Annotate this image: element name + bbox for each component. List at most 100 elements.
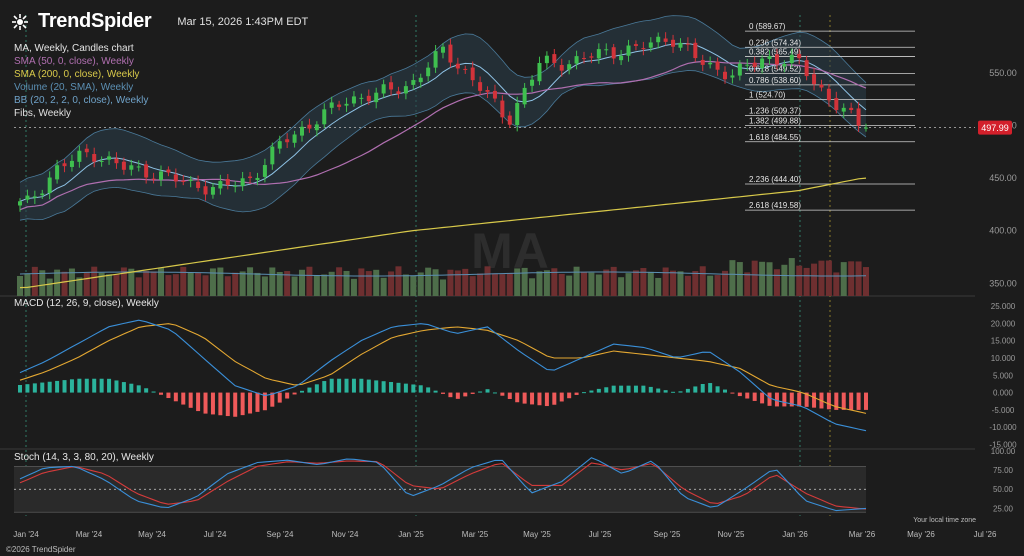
legend-item[interactable]: Fibs, Weekly — [14, 108, 72, 119]
macd-histogram-bar — [730, 392, 735, 394]
candle-body — [166, 169, 171, 173]
macd-histogram-bar — [99, 378, 104, 393]
candle-body — [359, 97, 364, 99]
macd-histogram-bar — [307, 387, 312, 393]
volume-bar — [462, 268, 469, 296]
candle-body — [248, 176, 253, 178]
candle-body — [337, 104, 342, 107]
candle-body — [99, 160, 104, 162]
legend-item[interactable]: SMA (200, 0, close), Weekly — [14, 69, 140, 80]
volume-bar — [536, 271, 543, 296]
trendspider-logo-icon — [12, 13, 28, 30]
volume-bar — [803, 267, 810, 296]
candle-body — [285, 139, 290, 143]
macd-histogram-bar — [537, 392, 542, 406]
macd-histogram-bar — [188, 392, 193, 408]
candle-body — [121, 161, 126, 170]
macd-histogram-bar — [337, 378, 342, 393]
candle-body — [708, 62, 713, 65]
legend-item[interactable]: BB (20, 2, 2, 0, close), Weekly — [14, 95, 149, 106]
volume-bar — [232, 272, 239, 296]
macd-histogram-bar — [381, 381, 386, 393]
volume-bar — [395, 266, 402, 296]
macd-histogram-bar — [62, 380, 67, 393]
volume-bar — [848, 261, 855, 296]
candle-body — [604, 49, 609, 51]
macd-histogram-bar — [181, 392, 186, 405]
candle-body — [589, 56, 594, 58]
volume-bar — [477, 273, 484, 296]
fib-label: 0.786 (538.60) — [749, 76, 801, 85]
legend-item[interactable]: Volume (20, SMA), Weekly — [14, 82, 134, 93]
candle-body — [841, 107, 846, 112]
candle-body — [107, 156, 112, 160]
volume-bar — [618, 277, 625, 296]
volume-bar — [209, 268, 216, 296]
macd-histogram-bar — [448, 392, 453, 398]
macd-histogram-bar — [418, 385, 423, 393]
candle-body — [782, 63, 787, 67]
candle-body — [500, 100, 505, 118]
macd-histogram-bar — [515, 392, 520, 403]
volume-bar — [811, 263, 818, 296]
macd-histogram-bar — [455, 392, 460, 399]
candles — [18, 32, 868, 212]
volume-bar — [632, 270, 639, 296]
candle-body — [685, 43, 690, 45]
time-tick-label: May '25 — [523, 530, 551, 539]
volume-bar — [699, 266, 706, 296]
volume-bar — [143, 271, 150, 296]
macd-histogram-bar — [804, 392, 809, 407]
candle-body — [262, 165, 267, 177]
volume-bar — [625, 273, 632, 296]
volume-bar — [165, 275, 172, 296]
bb-fill — [20, 15, 866, 221]
time-tick-label: Sep '25 — [654, 530, 681, 539]
volume-bar — [61, 271, 68, 296]
fib-label: 2.236 (444.40) — [749, 175, 801, 184]
time-tick-label: May '24 — [138, 530, 166, 539]
volume-bar — [247, 267, 254, 296]
candle-body — [300, 126, 304, 136]
candle-body — [418, 77, 423, 83]
volume-bar — [187, 272, 194, 296]
candle-body — [344, 103, 349, 106]
volume-bar — [581, 271, 587, 296]
macd-histogram-bar — [121, 382, 126, 393]
volume-bar — [484, 266, 491, 296]
macd-histogram-bar — [270, 392, 275, 407]
sma-200-line — [19, 177, 867, 289]
volume-bar — [521, 267, 528, 296]
fib-label: 0.618 (549.52) — [749, 64, 801, 73]
volume-bar — [276, 271, 283, 296]
candle-body — [752, 62, 757, 67]
volume-bar — [172, 274, 179, 296]
macd-histogram-bar — [723, 389, 727, 393]
volume-bar — [863, 267, 869, 296]
candle-body — [582, 58, 586, 60]
macd-histogram-bar — [255, 392, 260, 412]
candle-body — [849, 107, 854, 111]
volume-bar — [217, 267, 224, 296]
volume-bar — [491, 273, 498, 296]
time-tick-label: Mar '25 — [462, 530, 489, 539]
volume-bar — [269, 267, 276, 296]
candle-body — [574, 56, 579, 64]
time-tick-label: Jul '24 — [204, 530, 227, 539]
volume-bar — [17, 276, 23, 296]
price-tick-label: 350.00 — [989, 278, 1017, 288]
candle-body — [396, 91, 401, 94]
macd-tick-label: 25.000 — [991, 302, 1016, 311]
macd-histogram-bar — [752, 392, 757, 401]
candle-body — [403, 86, 408, 94]
candle-body — [69, 160, 74, 167]
candle-body — [515, 103, 520, 126]
macd-histogram-bar — [552, 392, 557, 405]
macd-histogram-bar — [500, 392, 505, 396]
fib-label: 0.236 (574.34) — [749, 38, 801, 47]
candle-body — [455, 63, 460, 69]
macd-histogram-bar — [32, 383, 37, 393]
legend-item[interactable]: SMA (50, 0, close), Weekly — [14, 56, 134, 67]
candle-body — [136, 166, 141, 168]
time-tick-label: Mar '26 — [849, 530, 876, 539]
